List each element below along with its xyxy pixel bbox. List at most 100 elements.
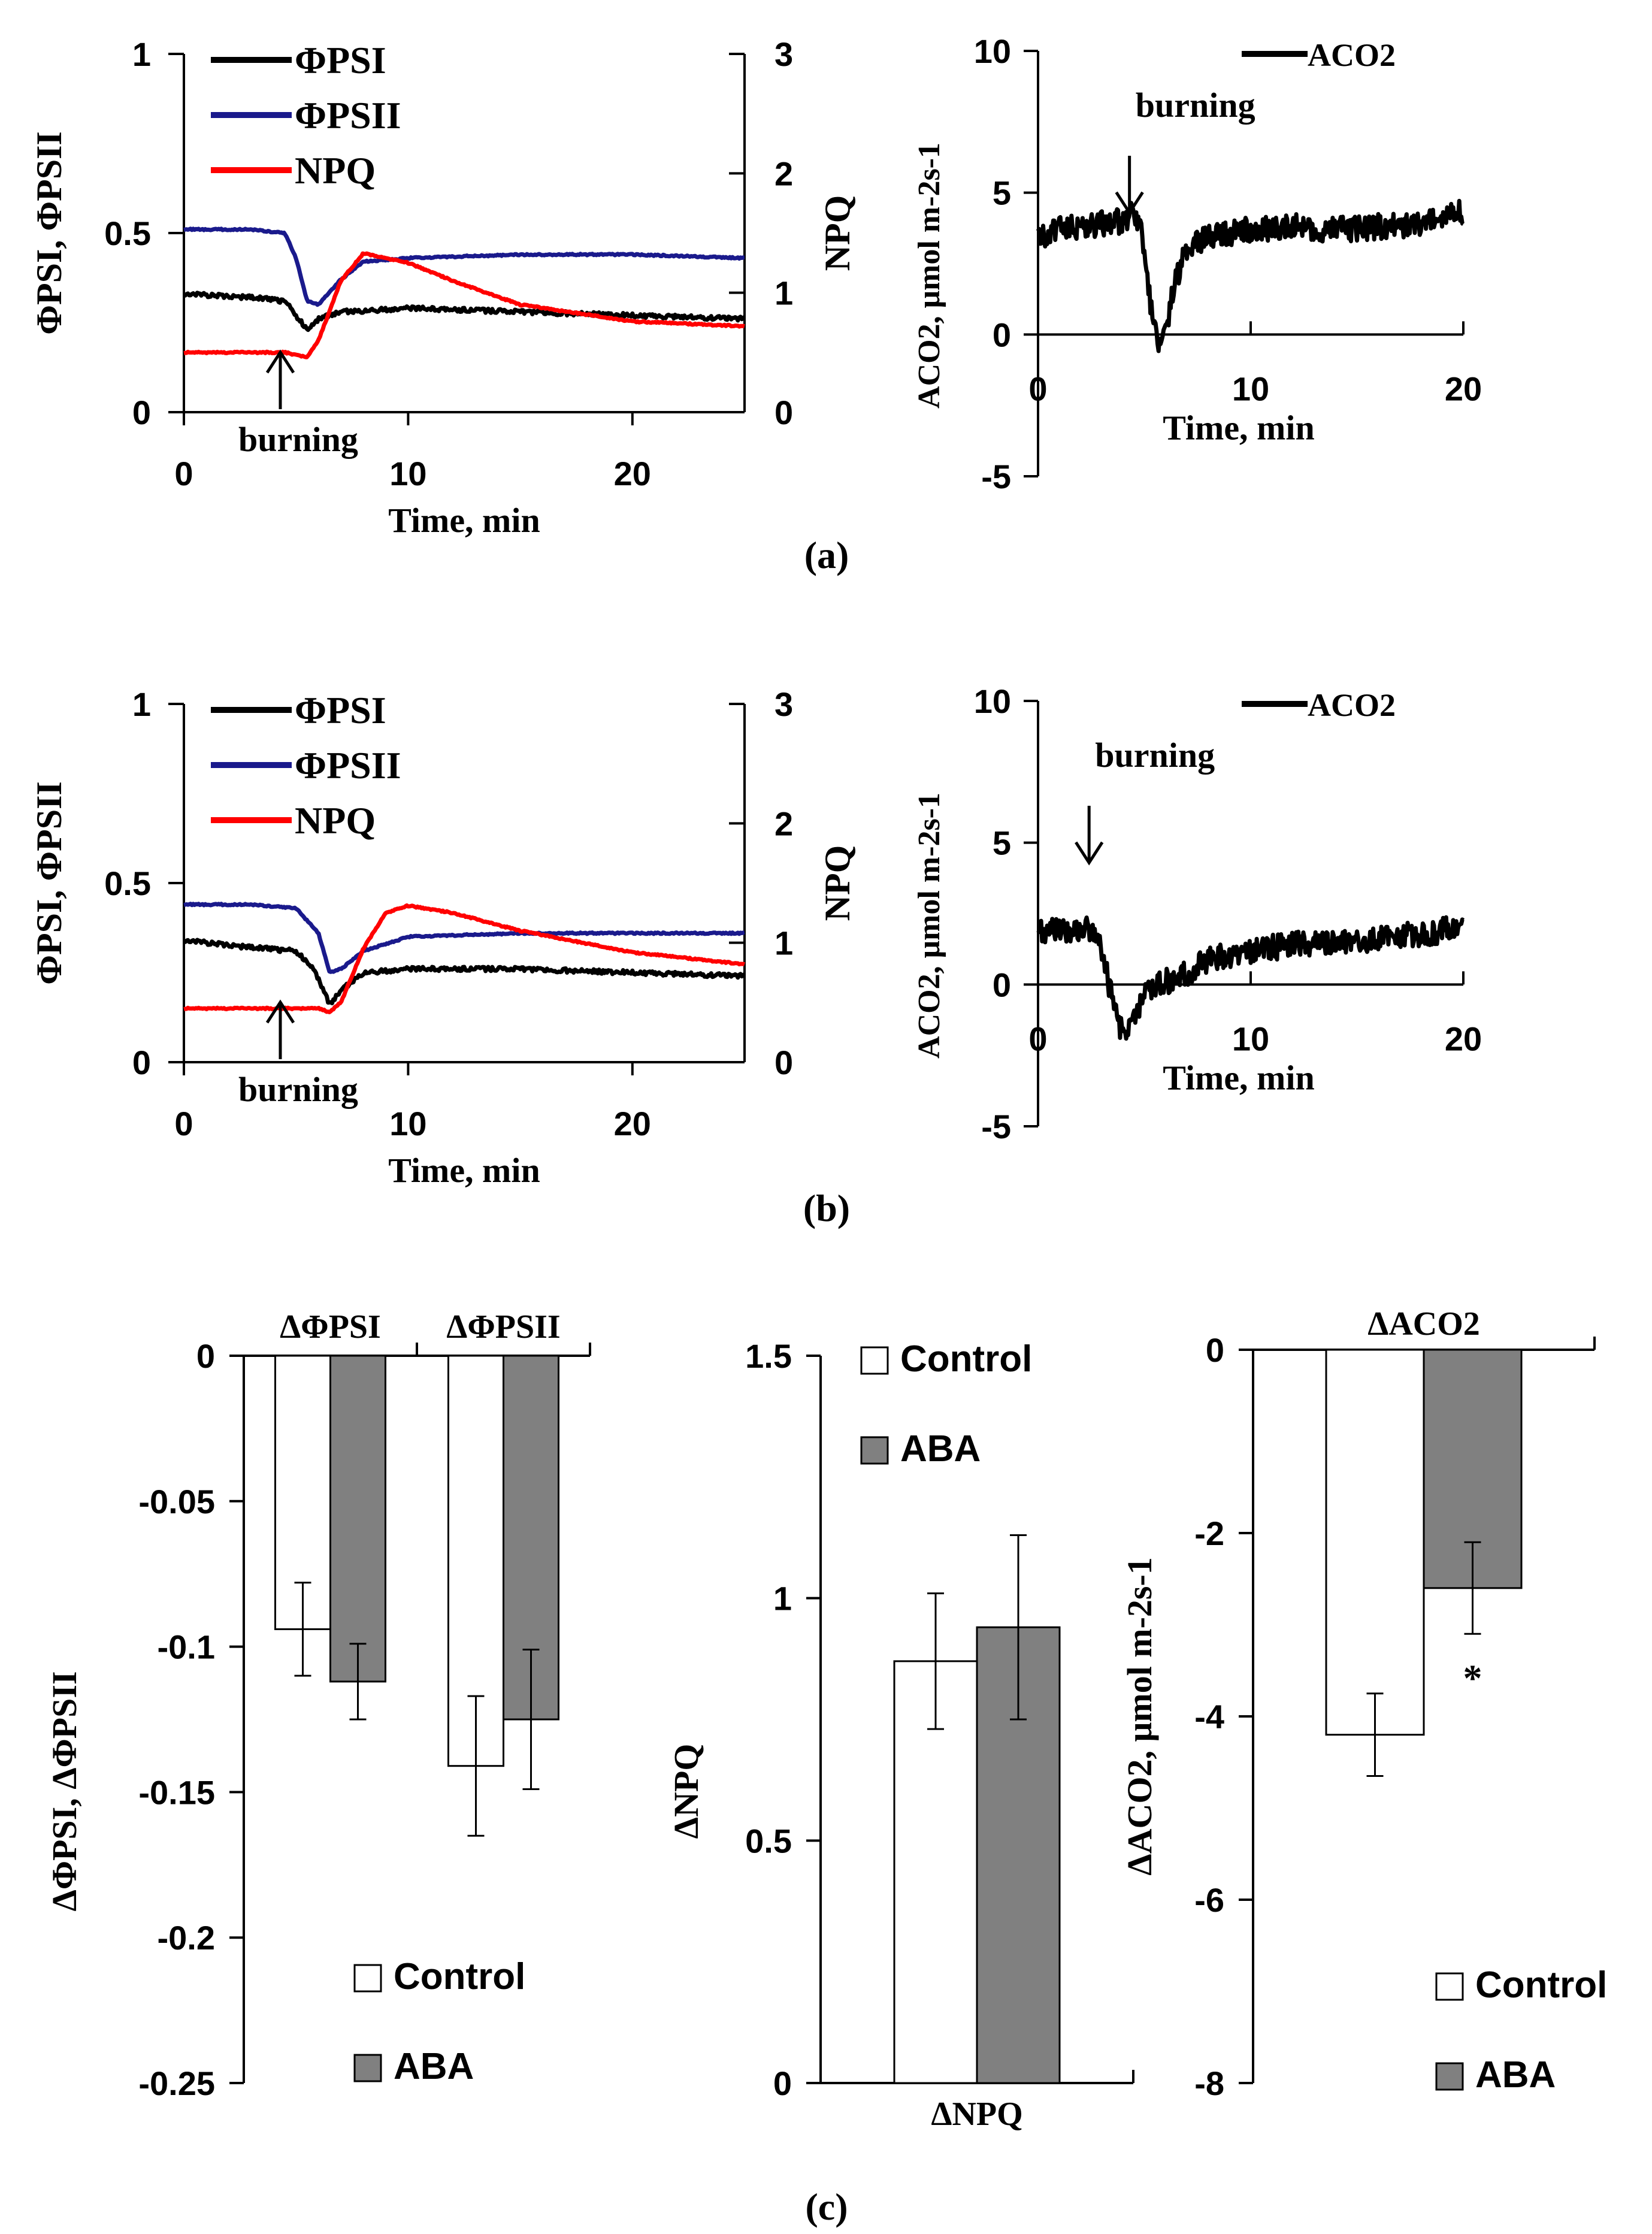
- x-tick-label: 20: [614, 455, 651, 492]
- y2-tick-label: 0: [774, 394, 793, 431]
- legend-label: Control: [900, 1338, 1032, 1380]
- y-tick-label: 1: [132, 35, 151, 73]
- y-tick-label: -0.25: [138, 2064, 215, 2102]
- legend-swatch: [860, 1346, 889, 1375]
- category-label: ΔACO2: [1367, 1305, 1480, 1343]
- x-tick-label: 0: [1028, 370, 1047, 407]
- series-line-ACO2: [1036, 915, 1465, 1041]
- legend-swatch: [353, 1964, 382, 1993]
- bar-control: [1325, 1349, 1425, 1736]
- chart-c-right: 0 -2 -4 -6 -8 ΔACO2, μmol m-2s-1 ΔACO2 * Control…: [1120, 1305, 1607, 2102]
- y-tick-label: 0: [132, 394, 151, 431]
- burning-arrow-head: [1115, 191, 1144, 216]
- y-tick-label: -0.2: [158, 1919, 216, 1957]
- y-axis-label: ΔACO2, μmol m-2s-1: [1120, 1557, 1159, 1876]
- category-label: ΔNPQ: [931, 2096, 1022, 2133]
- legend-label: ABA: [900, 1428, 981, 1470]
- x-tick-label: 0: [174, 1105, 193, 1142]
- legend-label: ΦPSI: [295, 689, 386, 731]
- y-tick-label: 0: [196, 1337, 215, 1375]
- significance-asterisk: *: [1463, 1656, 1482, 1699]
- y-axis-label: ΔΦPSI, ΔΦPSII: [45, 1671, 84, 1912]
- y-tick-label: 0: [993, 966, 1011, 1003]
- y-tick-label: 0.5: [104, 864, 151, 902]
- bar-aba: [1423, 1349, 1523, 1589]
- y-axis-label: ACO2, μmol m-2s-1: [912, 793, 946, 1059]
- y-tick-label: 10: [974, 682, 1011, 720]
- burning-arrow: [1075, 806, 1104, 866]
- y-tick-label: 1: [773, 1580, 792, 1618]
- x-tick-label: 20: [1445, 370, 1482, 407]
- y2-tick-label: 1: [774, 274, 793, 312]
- y-tick-label: 0: [1206, 1331, 1224, 1369]
- y2-tick-label: 3: [774, 685, 793, 723]
- burning-arrow-head: [265, 349, 295, 374]
- panel-label-b: (b): [803, 1187, 850, 1229]
- legend-swatch: [1435, 1972, 1464, 2001]
- x-axis-label: Time, min: [1163, 1058, 1315, 1097]
- bar-control: [893, 1660, 978, 2084]
- y2-tick-label: 0: [774, 1044, 793, 1081]
- panel-label-a: (a): [804, 534, 849, 576]
- x-axis-label: Time, min: [388, 1151, 540, 1190]
- y2-axis-label: NPQ: [818, 195, 857, 271]
- y-tick-label: 1: [132, 685, 151, 723]
- burning-arrow: [265, 349, 295, 409]
- x-tick-label: 10: [389, 1105, 426, 1142]
- burning-label: burning: [1095, 736, 1215, 775]
- x-tick-label: 10: [389, 455, 426, 492]
- x-axis-label: Time, min: [1163, 408, 1315, 447]
- legend-label: ABA: [1475, 2054, 1556, 2096]
- y-tick-label: 0.5: [104, 214, 151, 252]
- y-tick-label: 0: [993, 316, 1011, 353]
- category-label: ΔΦPSI: [280, 1308, 381, 1346]
- y-tick-label: -0.1: [158, 1628, 216, 1666]
- x-tick-label: 0: [174, 455, 193, 492]
- panel-label-c: (c): [805, 2185, 848, 2228]
- y-tick-label: -5: [981, 458, 1011, 495]
- y2-tick-label: 3: [774, 35, 793, 73]
- y-tick-label: 0: [132, 1044, 151, 1081]
- y2-tick-label: 1: [774, 924, 793, 962]
- x-tick-label: 10: [1232, 370, 1269, 407]
- legend-swatch: [353, 2054, 382, 2082]
- x-axis-label: Time, min: [388, 501, 540, 540]
- bar-aba: [329, 1355, 386, 1683]
- category-label: ΔΦPSII: [446, 1308, 560, 1346]
- chart-c-middle: 0 0.5 1 1.5 ΔNPQ ΔNPQ Control ABA: [667, 1337, 1134, 2133]
- y-tick-label: 10: [974, 32, 1011, 70]
- y2-tick-label: 2: [774, 155, 793, 192]
- legend-label: Control: [394, 1956, 525, 1997]
- burning-arrow: [1115, 156, 1144, 216]
- legend-label: NPQ: [295, 149, 376, 192]
- legend-label: ΦPSI: [295, 39, 386, 81]
- series-line-ACO2: [1036, 198, 1465, 353]
- legend-label: ΦPSII: [295, 744, 401, 787]
- y-tick-label: -2: [1194, 1514, 1224, 1552]
- y-tick-label: -8: [1194, 2064, 1224, 2102]
- x-tick-label: 0: [1028, 1020, 1047, 1057]
- chart-b-right: -5 0 5 10 0 10 20 Time, min ACO2, μmol m-2s-1 ACO…: [912, 682, 1482, 1145]
- y-axis-label: ACO2, μmol m-2s-1: [912, 143, 946, 409]
- x-tick-label: 20: [614, 1105, 651, 1142]
- chart-a-right: -5 0 5 10 0 10 20 Time, min ACO2, μmol m-2s-1 ACO…: [912, 32, 1482, 495]
- y-tick-label: 5: [993, 174, 1011, 212]
- legend-label: ABA: [394, 2046, 474, 2087]
- y-axis-label: ΦPSI, ΦPSII: [29, 131, 69, 335]
- legend-swatch: [860, 1436, 889, 1465]
- y2-axis-label: NPQ: [818, 845, 857, 921]
- series-line-ΦPSI: [183, 938, 746, 1005]
- series-line-ΦPSII: [183, 226, 746, 307]
- y-tick-label: 0: [773, 2064, 792, 2102]
- chart-c-left: 0 -0.05 -0.1 -0.15 -0.2 -0.25 ΔΦPSI, ΔΦPSII ΔΦP…: [45, 1308, 591, 2102]
- y-tick-label: 1.5: [745, 1337, 792, 1375]
- x-tick-label: 10: [1232, 1020, 1269, 1057]
- burning-label: burning: [238, 420, 358, 459]
- burning-label: burning: [1136, 86, 1255, 125]
- y-tick-label: 5: [993, 824, 1011, 862]
- burning-arrow: [265, 999, 295, 1059]
- y-tick-label: -0.05: [138, 1483, 215, 1520]
